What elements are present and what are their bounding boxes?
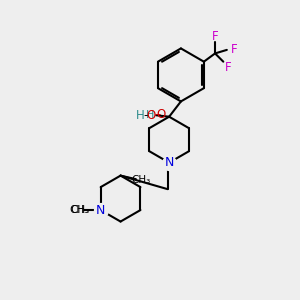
Text: –: –	[154, 108, 161, 121]
Text: H: H	[136, 109, 145, 122]
Text: F: F	[212, 30, 218, 43]
Text: N: N	[164, 156, 174, 169]
Text: CH₃: CH₃	[69, 205, 88, 215]
Text: CH₃: CH₃	[70, 205, 90, 215]
Text: F: F	[231, 44, 237, 56]
Text: O: O	[157, 108, 166, 121]
Text: N: N	[96, 204, 105, 217]
Text: O: O	[146, 109, 155, 122]
Text: CH₃: CH₃	[131, 175, 151, 185]
Text: F: F	[224, 61, 231, 74]
Text: H: H	[146, 110, 154, 120]
Text: -: -	[144, 109, 148, 122]
